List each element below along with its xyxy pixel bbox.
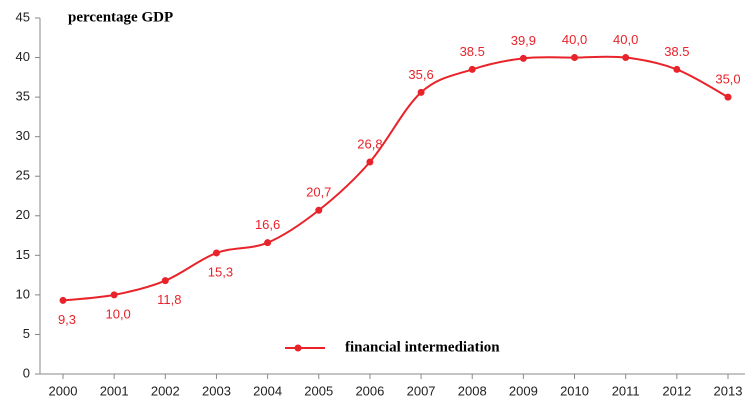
point <box>468 65 476 73</box>
x-tick-label: 2003 <box>202 383 231 398</box>
data-label: 38.5 <box>664 44 689 59</box>
point <box>110 291 118 299</box>
data-label: 15,3 <box>208 264 233 279</box>
data-label: 16,6 <box>255 217 280 232</box>
data-label: 10,0 <box>105 306 130 321</box>
y-tick-label: 25 <box>16 168 30 183</box>
x-tick-label: 2006 <box>355 383 384 398</box>
data-label: 38.5 <box>460 44 485 59</box>
x-tick-label: 2000 <box>49 383 78 398</box>
x-tick-label: 2001 <box>100 383 129 398</box>
data-label: 35,6 <box>408 67 433 82</box>
legend-label: financial intermediation <box>345 339 500 355</box>
data-label: 40,0 <box>562 32 587 47</box>
point <box>161 277 169 285</box>
data-label: 20,7 <box>306 185 331 200</box>
point <box>417 88 425 96</box>
x-tick-label: 2002 <box>151 383 180 398</box>
y-tick-label: 5 <box>23 326 30 341</box>
x-tick-label: 2013 <box>714 383 743 398</box>
y-tick-label: 15 <box>16 247 30 262</box>
y-tick-label: 20 <box>16 207 30 222</box>
point <box>673 65 681 73</box>
data-label: 11,8 <box>157 292 181 307</box>
x-tick-label: 2011 <box>612 383 640 398</box>
legend-marker-dot <box>294 344 302 352</box>
point <box>571 54 579 62</box>
x-tick-label: 2012 <box>662 383 691 398</box>
x-tick-label: 2004 <box>253 383 282 398</box>
point <box>315 206 323 214</box>
point <box>519 54 527 62</box>
data-label: 40,0 <box>613 32 638 47</box>
point <box>59 296 67 304</box>
data-label: 35,0 <box>715 72 740 87</box>
y-tick-label: 35 <box>16 89 30 104</box>
y-tick-label: 0 <box>23 365 30 380</box>
line <box>62 55 729 302</box>
x-tick-label: 2005 <box>304 383 333 398</box>
point <box>264 239 272 247</box>
x-tick-label: 2009 <box>509 383 538 398</box>
y-tick-label: 45 <box>16 9 30 24</box>
y-tick-label: 10 <box>16 286 30 301</box>
x-tick-label: 2008 <box>458 383 487 398</box>
point <box>622 54 630 62</box>
y-tick-label: 40 <box>16 49 30 64</box>
y-tick-label: 30 <box>16 128 30 143</box>
point <box>724 93 732 101</box>
point <box>212 249 220 257</box>
chart-title: percentage GDP <box>68 9 173 25</box>
x-tick-label: 2007 <box>407 383 436 398</box>
data-label: 26,8 <box>357 136 382 151</box>
x-tick-label: 2010 <box>560 383 589 398</box>
point <box>366 158 374 166</box>
data-label: 39,9 <box>511 33 536 48</box>
data-label: 9,3 <box>58 312 76 327</box>
